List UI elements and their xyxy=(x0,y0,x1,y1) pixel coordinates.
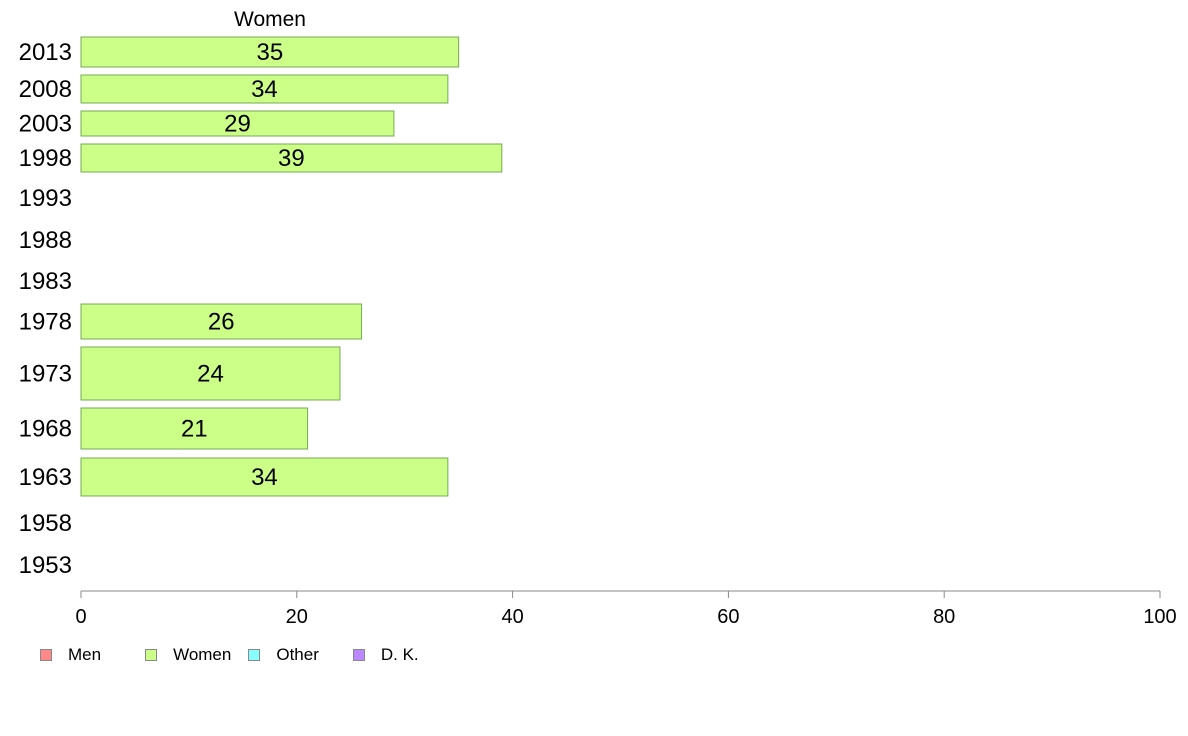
legend: Men Women Other D. K. xyxy=(40,644,436,666)
bar xyxy=(80,407,309,450)
y-ticks-layer: 2013 2008 2003 1998 1993 1988 1983 1978 1973 1968… xyxy=(19,39,72,579)
legend-label-women: Women xyxy=(173,645,232,664)
y-tick-label: 2013 xyxy=(19,39,72,66)
y-tick-label: 1998 xyxy=(19,145,72,172)
y-tick-label: 1958 xyxy=(19,510,72,537)
legend-label-other: Other xyxy=(276,645,319,664)
bar-value-label: 26 xyxy=(208,309,235,336)
bar-value-label: 21 xyxy=(181,416,208,443)
legend-label-dk: D. K. xyxy=(380,645,419,664)
legend-item-other: Other xyxy=(248,645,319,665)
y-tick-label: 1973 xyxy=(19,361,72,388)
y-tick-label: 2003 xyxy=(19,111,72,138)
y-tick-label: 1993 xyxy=(19,185,72,212)
bar xyxy=(80,36,460,68)
bar xyxy=(80,74,449,104)
y-tick-label: 1983 xyxy=(19,268,72,295)
legend-item-dk: D. K. xyxy=(352,645,419,665)
bar xyxy=(80,110,395,137)
y-tick-label: 1988 xyxy=(19,227,72,254)
bar-value-label: 34 xyxy=(251,464,278,491)
panel-title: Women xyxy=(234,8,306,31)
x-tick-label: 20 xyxy=(286,606,308,628)
bar xyxy=(80,143,503,173)
legend-swatch-women xyxy=(145,649,158,661)
legend-swatch-other xyxy=(248,649,261,661)
x-tick-label: 40 xyxy=(501,606,523,628)
bar xyxy=(80,303,363,340)
x-tick-label: 0 xyxy=(75,606,86,628)
legend-item-women: Women xyxy=(145,645,231,665)
bar-value-label: 29 xyxy=(224,111,251,138)
x-tick-label: 100 xyxy=(1143,606,1176,628)
y-tick-label: 1963 xyxy=(19,464,72,491)
y-tick-label: 1978 xyxy=(19,309,72,336)
bar-value-label: 24 xyxy=(197,361,224,388)
legend-swatch-men xyxy=(40,649,52,661)
x-axis: 0 20 40 60 80 100 xyxy=(75,590,1177,628)
bar xyxy=(80,457,449,497)
y-tick-label: 1968 xyxy=(19,416,72,443)
bar-value-label: 39 xyxy=(278,145,305,172)
y-tick-label: 1953 xyxy=(19,552,72,579)
x-tick-label: 60 xyxy=(717,606,739,628)
bar-value-label: 35 xyxy=(256,39,283,66)
bar-value-label: 34 xyxy=(251,76,278,103)
legend-label-men: Men xyxy=(68,645,102,664)
bar xyxy=(80,346,341,401)
x-tick-label: 80 xyxy=(933,606,955,628)
legend-item-men: Men xyxy=(40,645,101,665)
y-tick-label: 2008 xyxy=(19,76,72,103)
legend-swatch-dk xyxy=(352,649,365,661)
